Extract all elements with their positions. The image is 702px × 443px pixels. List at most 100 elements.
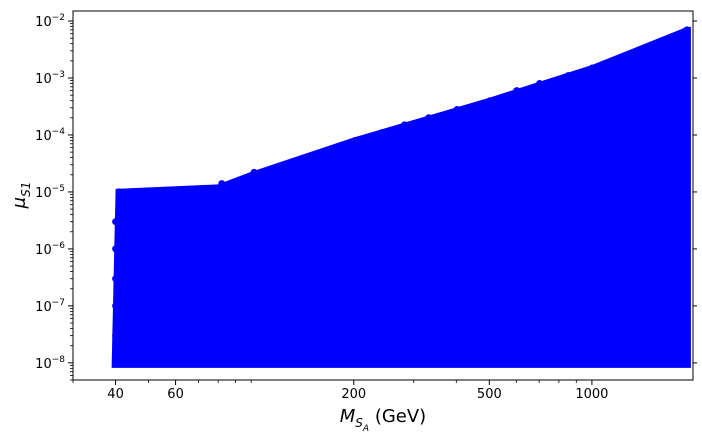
scatter-point xyxy=(129,205,137,213)
scatter-point xyxy=(247,191,255,198)
scatter-point xyxy=(112,218,120,226)
y-axis-ticks: 10−8 10−7 10−6 10−5 10−4 10−3 10−2 xyxy=(35,13,697,381)
x-tick-label: 1000 xyxy=(575,387,608,402)
scatter-point xyxy=(453,106,461,113)
scatter-point xyxy=(334,228,342,236)
scatter-point xyxy=(615,208,623,216)
scatter-point xyxy=(564,275,572,283)
scatter-point xyxy=(683,26,691,34)
scatter-point xyxy=(485,201,493,209)
scatter-point xyxy=(588,183,596,191)
scatter-point xyxy=(615,55,623,62)
scatter-point xyxy=(564,359,572,367)
scatter-point xyxy=(486,97,494,105)
scatter-point xyxy=(145,191,153,198)
scatter-point xyxy=(643,43,651,51)
scatter-point xyxy=(112,245,120,253)
scatter-point xyxy=(159,188,167,196)
scatter-point xyxy=(297,181,305,189)
scatter-point xyxy=(129,319,137,327)
scatter-point xyxy=(112,332,120,340)
scatter-density-area xyxy=(111,26,691,368)
scatter-point xyxy=(232,222,240,230)
scatter-point xyxy=(564,218,572,226)
x-tick-label: 40 xyxy=(107,387,124,402)
scatter-point xyxy=(564,72,572,80)
scatter-point xyxy=(214,315,222,322)
scatter-point xyxy=(297,238,305,246)
scatter-point xyxy=(350,311,358,319)
scatter-density-region xyxy=(111,26,691,368)
scatter-point xyxy=(615,151,623,159)
scatter-point xyxy=(424,357,432,364)
scatter-point xyxy=(218,180,226,188)
scatter-point xyxy=(159,359,167,367)
scatter-point xyxy=(377,275,385,283)
scatter-point xyxy=(452,290,460,298)
scatter-point xyxy=(317,359,325,367)
scatter-point xyxy=(334,171,342,179)
scatter-point xyxy=(172,188,180,196)
x-axis-title-subsub: A xyxy=(362,424,369,434)
scatter-point xyxy=(172,357,180,364)
scatter-point xyxy=(297,354,305,362)
scatter-point xyxy=(319,148,327,156)
plot-frame xyxy=(72,10,694,381)
x-axis-title-unit: (GeV) xyxy=(375,406,426,427)
scatter-point xyxy=(247,357,255,364)
y-axis-title-sub: S1 xyxy=(19,182,33,197)
scatter-point xyxy=(513,87,521,95)
scatter-point xyxy=(172,332,180,340)
scatter-point xyxy=(535,357,543,364)
scatter-point xyxy=(235,176,243,184)
scatter-point xyxy=(334,357,342,364)
scatter-point xyxy=(535,250,543,258)
scatter-point xyxy=(336,144,344,152)
y-axis-title: μS1 xyxy=(9,182,33,210)
scatter-point xyxy=(512,225,520,233)
scatter-point xyxy=(683,279,691,287)
scatter-points xyxy=(112,26,691,367)
scatter-point xyxy=(424,268,432,276)
scatter-point xyxy=(666,359,674,367)
scatter-point xyxy=(535,307,543,315)
scatter-point xyxy=(512,282,520,290)
scatter-point xyxy=(297,295,305,303)
scatter-point xyxy=(129,357,137,364)
scatter-point xyxy=(683,108,691,116)
scatter-point xyxy=(643,357,651,364)
scatter-point xyxy=(615,94,623,102)
scatter-point xyxy=(588,354,596,362)
scatter-point xyxy=(485,354,493,362)
x-axis-title-sub: S xyxy=(355,416,363,430)
x-axis-title: MSA (GeV) xyxy=(340,406,426,434)
x-axis-title-base: M xyxy=(340,406,356,427)
scatter-point xyxy=(564,161,572,169)
y-tick-label: 10−7 xyxy=(35,298,65,315)
scatter-point xyxy=(666,256,674,264)
y-tick-label: 10−8 xyxy=(35,355,65,372)
scatter-point xyxy=(643,289,651,297)
scatter-point xyxy=(194,359,202,367)
scatter-point xyxy=(666,142,674,150)
scatter-point xyxy=(194,186,202,194)
scatter-point xyxy=(452,359,460,367)
scatter-point xyxy=(588,297,596,305)
scatter-point xyxy=(112,359,120,367)
scatter-point xyxy=(159,307,167,315)
scatter-point xyxy=(194,292,202,300)
x-tick-label: 500 xyxy=(477,387,502,402)
scatter-point xyxy=(425,114,433,122)
scatter-point xyxy=(683,222,691,230)
x-tick-label: 60 xyxy=(167,387,184,402)
scatter-point xyxy=(214,258,222,265)
scatter-point xyxy=(512,359,520,367)
scatter-point xyxy=(250,168,258,176)
scatter-point xyxy=(377,218,385,226)
scatter-point xyxy=(274,214,282,222)
scatter-point xyxy=(247,248,255,255)
scatter-point xyxy=(145,354,153,362)
scatter-point xyxy=(299,157,307,165)
